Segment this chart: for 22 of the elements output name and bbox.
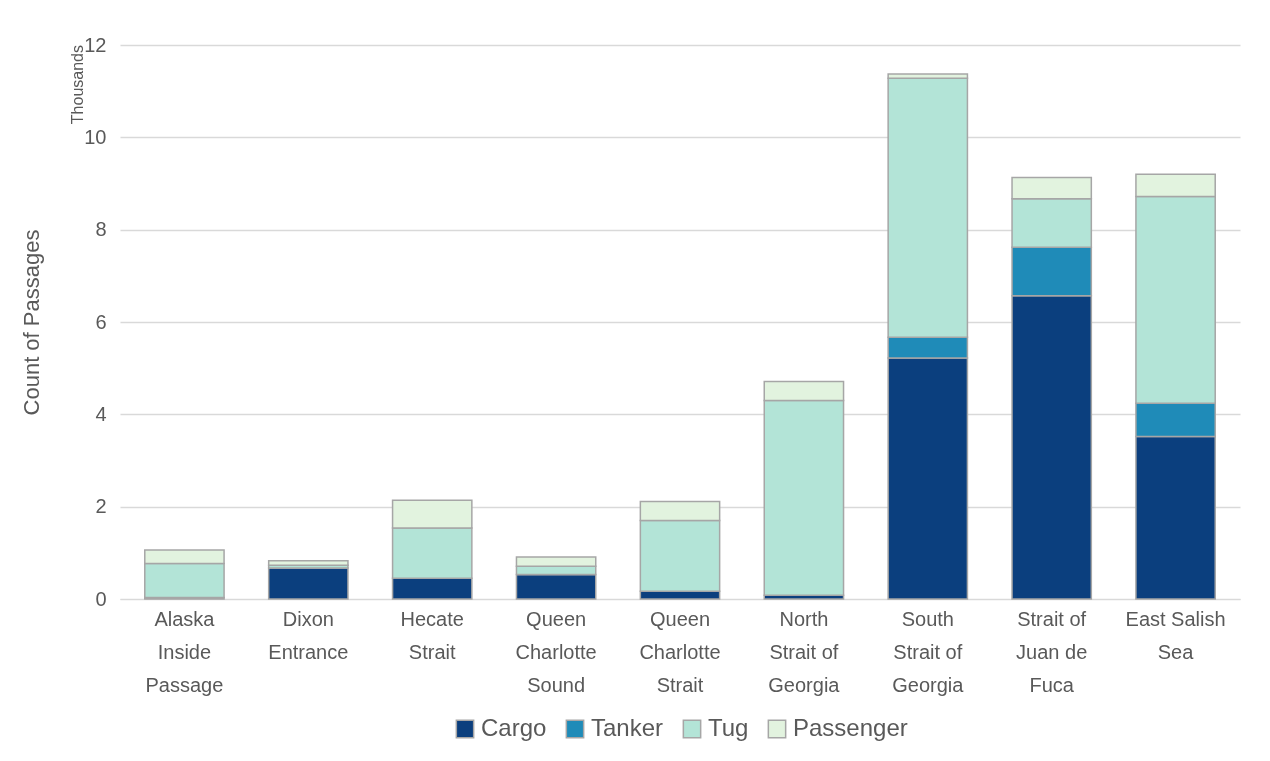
y-tick-label: 0 [95,587,107,610]
y-tick-label: 10 [84,125,107,148]
x-tick-label: East Salish Sea [1125,607,1226,663]
x-tick-label: Dixon Entrance [268,607,349,663]
y-axis-title: Count of Passages [19,229,45,416]
x-tick-label: Queen Charlotte Sound [515,607,597,696]
y-tick-label: 6 [95,310,107,333]
legend-label: Passenger [793,714,908,741]
x-tick-label: Hecate Strait [400,607,464,663]
x-tick-label: Alaska Inside Passage [145,607,224,696]
y-tick-label: 12 [84,33,107,56]
x-tick-label: Strait of Juan de Fuca [1016,607,1088,696]
x-tick-label: Queen Charlotte Strait [639,607,721,696]
legend-label: Tanker [591,714,664,741]
text: Thousands [69,45,86,125]
x-tick-label: South Strait of Georgia [892,607,965,696]
y-tick-label: 4 [95,402,107,425]
y-tick-label: 2 [95,495,107,518]
x-tick-label: North Strait of Georgia [768,607,841,696]
y-tick-label: 8 [95,218,107,241]
legend-label: Tug [708,714,749,741]
legend-label: Cargo [481,714,547,741]
